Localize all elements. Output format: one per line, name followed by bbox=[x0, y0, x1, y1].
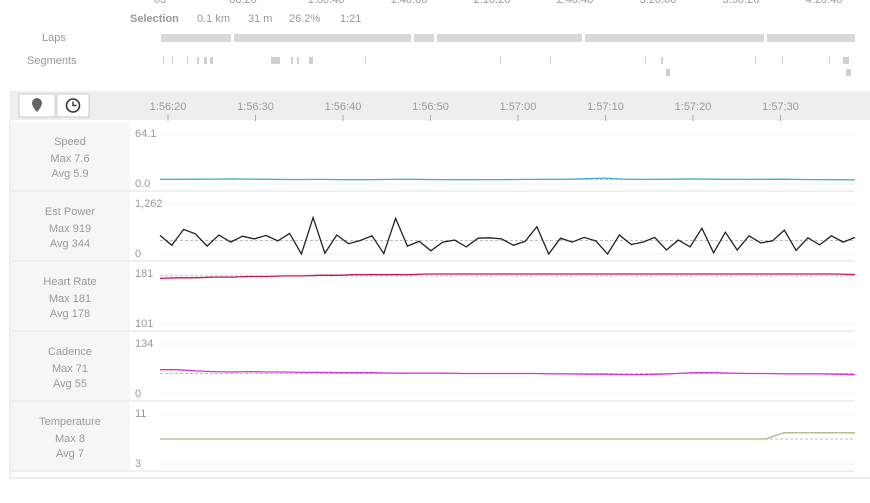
panel-title: Speed bbox=[54, 136, 86, 148]
time-tick-label: 1:56:40 bbox=[325, 101, 362, 113]
avg-value: 5.9 bbox=[73, 168, 88, 180]
selection-label: Selection bbox=[130, 13, 179, 25]
panel-avg: Avg 55 bbox=[53, 378, 87, 390]
panel-label-area bbox=[11, 122, 130, 190]
overview-axis-label: 4:20:40 bbox=[806, 0, 843, 6]
y-min-label: 0 bbox=[135, 248, 141, 260]
avg-label: Avg bbox=[50, 308, 69, 320]
y-min-label: 0 bbox=[135, 388, 141, 400]
avg-label: Avg bbox=[51, 168, 70, 180]
overview-axis-label: 3:50:20 bbox=[723, 0, 760, 6]
time-tick-label: 1:57:10 bbox=[587, 101, 624, 113]
clock-icon bbox=[65, 98, 81, 113]
avg-value: 344 bbox=[72, 238, 90, 250]
segment-marks bbox=[163, 57, 851, 76]
overview-axis-label: 3:20:00 bbox=[640, 0, 677, 6]
max-label: Max bbox=[49, 223, 70, 235]
panel-title: Est Power bbox=[45, 206, 95, 218]
avg-value: 55 bbox=[75, 378, 87, 390]
overview-axis-label: 1:00:40 bbox=[308, 0, 345, 6]
overview-axis-label: 2:10:20 bbox=[474, 0, 511, 6]
time-tick-label: 1:56:30 bbox=[237, 101, 274, 113]
time-tick-label: 1:56:50 bbox=[412, 101, 449, 113]
max-label: Max bbox=[52, 363, 73, 375]
panel-avg: Avg 344 bbox=[50, 238, 90, 250]
overview-axis-label: 03 bbox=[154, 0, 166, 6]
data-line bbox=[160, 369, 856, 376]
time-tick-label: 1:57:20 bbox=[675, 101, 712, 113]
selection-grade: 26.2% bbox=[289, 13, 320, 25]
panel-label-area bbox=[11, 332, 130, 400]
panel-title: Cadence bbox=[48, 346, 92, 358]
y-max-label: 134 bbox=[135, 338, 153, 350]
pin-icon bbox=[32, 98, 42, 112]
overview-axis-label: 2:40:40 bbox=[557, 0, 594, 6]
panel-label-area bbox=[11, 192, 130, 260]
y-min-label: 3 bbox=[135, 458, 141, 470]
panel-title: Temperature bbox=[39, 416, 101, 428]
overview-axis-label: 00:20 bbox=[229, 0, 257, 6]
avg-label: Avg bbox=[50, 238, 69, 250]
time-tick-label: 1:56:20 bbox=[150, 101, 187, 113]
panel-avg: Avg 178 bbox=[50, 308, 90, 320]
time-tick-label: 1:57:30 bbox=[762, 101, 799, 113]
panel-avg: Avg 5.9 bbox=[51, 168, 88, 180]
panel-title: Heart Rate bbox=[43, 276, 96, 288]
max-value: 919 bbox=[73, 223, 91, 235]
panel-max: Max 7.6 bbox=[50, 153, 89, 165]
avg-label: Avg bbox=[53, 378, 72, 390]
max-value: 8 bbox=[79, 433, 85, 445]
data-line bbox=[159, 273, 856, 280]
panel-max: Max 71 bbox=[52, 363, 88, 375]
panel-avg: Avg 7 bbox=[56, 448, 84, 460]
data-line bbox=[159, 215, 856, 256]
selection-elevation: 31 m bbox=[248, 13, 272, 25]
y-max-label: 11 bbox=[135, 408, 146, 420]
laps-label: Laps bbox=[42, 32, 66, 44]
y-min-label: 0.0 bbox=[135, 178, 150, 190]
panel-max: Max 919 bbox=[49, 223, 91, 235]
time-tick-label: 1:57:00 bbox=[500, 101, 537, 113]
panel-max: Max 8 bbox=[55, 433, 85, 445]
y-max-label: 181 bbox=[135, 268, 153, 280]
avg-label: Avg bbox=[56, 448, 75, 460]
y-max-label: 1,262 bbox=[135, 198, 163, 210]
panel-max: Max 181 bbox=[49, 293, 91, 305]
avg-value: 7 bbox=[78, 448, 84, 460]
avg-value: 178 bbox=[72, 308, 90, 320]
selection-time: 1:21 bbox=[340, 13, 361, 25]
y-max-label: 64.1 bbox=[135, 128, 156, 140]
max-value: 7.6 bbox=[74, 153, 89, 165]
segments-label: Segments bbox=[27, 55, 77, 67]
max-label: Max bbox=[49, 293, 70, 305]
max-value: 71 bbox=[76, 363, 88, 375]
selection-distance: 0.1 km bbox=[197, 13, 230, 25]
panel-label-area bbox=[11, 402, 130, 470]
data-line bbox=[160, 432, 855, 440]
time-axis-band bbox=[10, 91, 870, 120]
overview-axis-label: 1:40:00 bbox=[391, 0, 428, 6]
max-label: Max bbox=[55, 433, 76, 445]
laps-bars bbox=[161, 34, 855, 42]
max-label: Max bbox=[50, 153, 71, 165]
max-value: 181 bbox=[73, 293, 91, 305]
panel-label-area bbox=[11, 262, 130, 330]
data-line bbox=[160, 177, 856, 181]
clock-hands bbox=[72, 101, 77, 107]
y-min-label: 101 bbox=[135, 318, 153, 330]
